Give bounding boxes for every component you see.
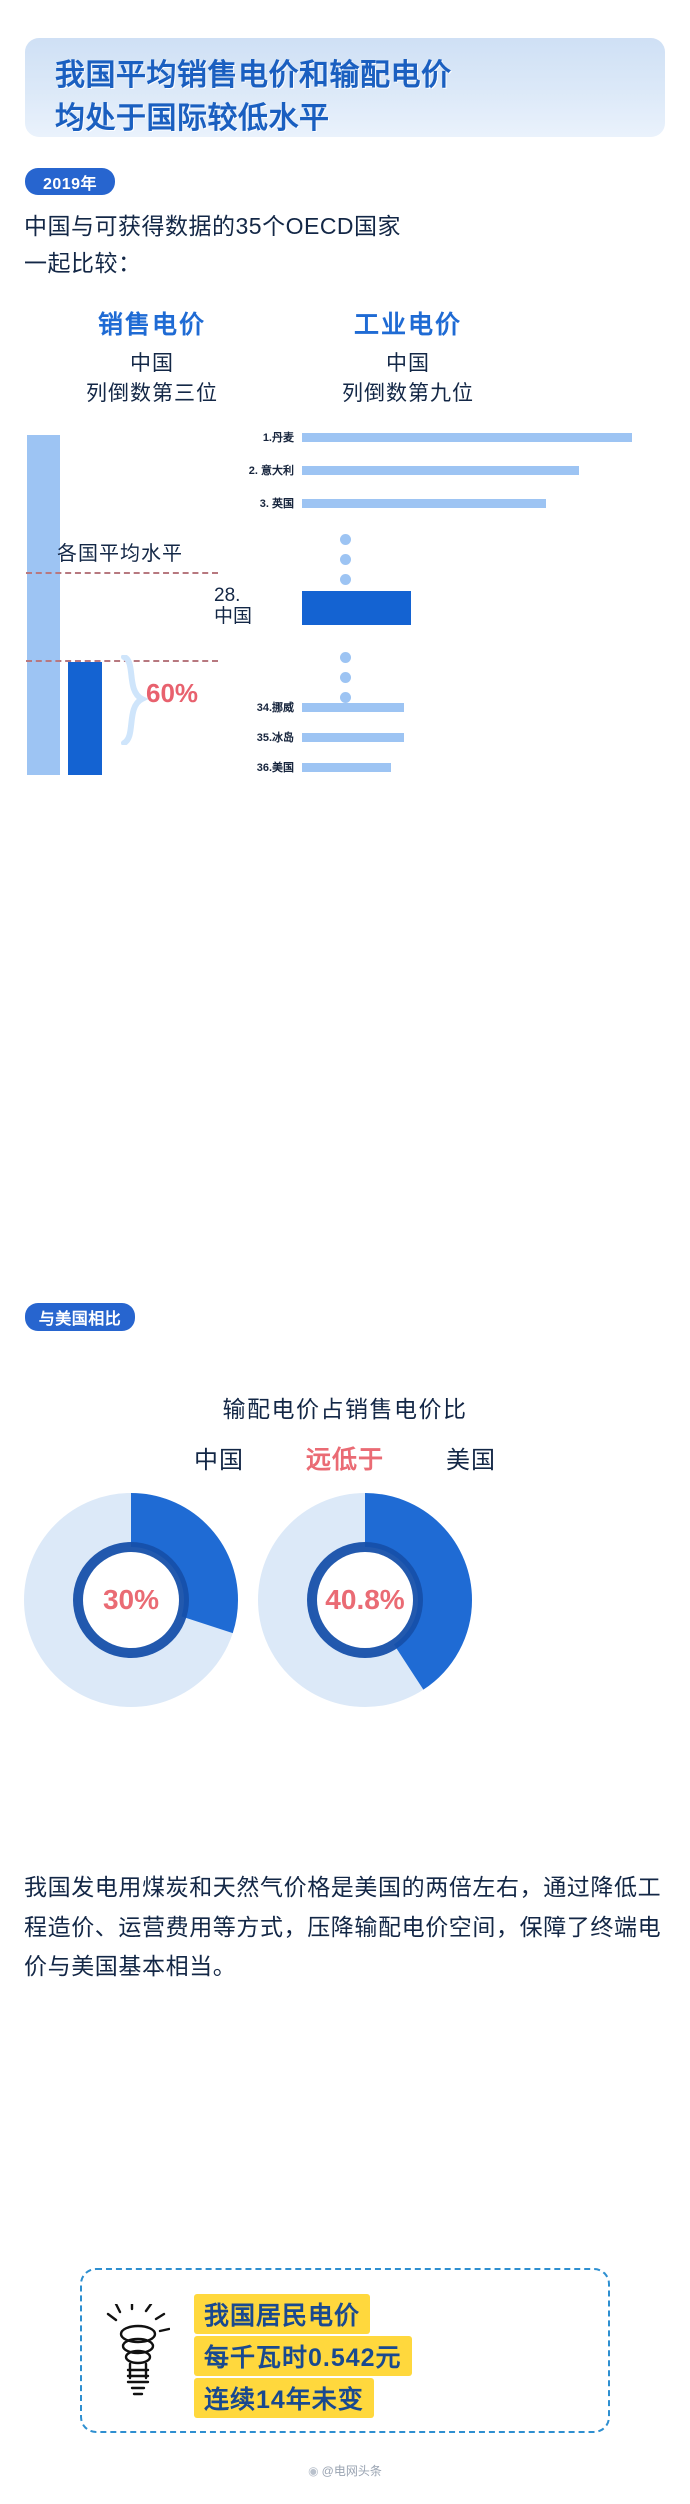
rank-label: 1.丹麦 bbox=[262, 432, 294, 444]
rank-row-china: 28. 中国 bbox=[210, 585, 411, 626]
ellipsis-dot-icon bbox=[340, 692, 351, 703]
donut-label-usa: 美国 bbox=[446, 1447, 496, 1474]
footer-watermark: ◉ @电网头条 bbox=[0, 2462, 690, 2479]
right-column-header: 工业电价 中国 列倒数第九位 bbox=[278, 305, 538, 409]
intro-line1: 中国与可获得数据的35个OECD国家 bbox=[24, 213, 402, 239]
donut-section-labels: 中国 远低于 美国 bbox=[0, 1440, 690, 1476]
donut-section-title: 输配电价占销售电价比 bbox=[222, 1396, 468, 1422]
compare-badge: 与美国相比 bbox=[25, 1303, 135, 1331]
callout-box: 我国居民电价 每千瓦时0.542元 连续14年未变 bbox=[80, 2268, 610, 2433]
left-column-sub-line2: 列倒数第三位 bbox=[86, 381, 218, 405]
bar-world-average bbox=[27, 435, 60, 775]
rank-row: 3. 英国 bbox=[210, 496, 546, 510]
bar-china bbox=[68, 662, 102, 775]
left-column-subtitle: 中国 列倒数第三位 bbox=[22, 349, 282, 409]
rank-bar bbox=[302, 591, 411, 625]
body-paragraph: 我国发电用煤炭和天然气价格是美国的两倍左右，通过降低工程造价、运营费用等方式，压… bbox=[24, 1874, 662, 1980]
average-level-dashed-line bbox=[26, 572, 218, 574]
ellipsis-dot-icon bbox=[340, 672, 351, 683]
weibo-icon: ◉ bbox=[308, 2464, 319, 2478]
right-column-title: 工业电价 bbox=[353, 311, 462, 339]
rank-bar bbox=[302, 432, 632, 442]
right-column-subtitle: 中国 列倒数第九位 bbox=[278, 349, 538, 409]
left-column-header: 销售电价 中国 列倒数第三位 bbox=[22, 305, 282, 409]
watermark-text: @电网头条 bbox=[321, 2464, 382, 2478]
right-column-sub-line1: 中国 bbox=[386, 352, 430, 375]
rank-label: 3. 英国 bbox=[259, 498, 294, 510]
rank-label-number: 28. bbox=[214, 585, 241, 606]
average-level-label: 各国平均水平 bbox=[57, 543, 183, 565]
rank-label-country: 中国 bbox=[214, 605, 253, 627]
rank-row: 1.丹麦 bbox=[210, 430, 632, 444]
donut-usa-value: 40.8% bbox=[317, 1552, 413, 1648]
callout-line-1: 我国居民电价 bbox=[194, 2294, 371, 2334]
donut-label-china: 中国 bbox=[193, 1447, 244, 1474]
donut-china-value: 30% bbox=[83, 1552, 179, 1648]
gap-percentage-label: 60% bbox=[146, 678, 199, 708]
rank-bar bbox=[302, 762, 391, 772]
callout-line-3: 连续14年未变 bbox=[194, 2378, 374, 2418]
page-title-line2: 均处于国际较低水平 bbox=[55, 101, 330, 135]
ellipsis-dot-icon bbox=[340, 554, 351, 565]
intro-line2: 一起比较： bbox=[24, 250, 142, 277]
hero-banner bbox=[25, 38, 665, 137]
donut-label-comparison: 远低于 bbox=[305, 1446, 384, 1474]
rank-label: 36.美国 bbox=[256, 762, 294, 774]
lightbulb-icon bbox=[106, 2304, 170, 2396]
rank-row: 34.挪威 bbox=[210, 700, 404, 714]
sales-price-bar-chart: 各国平均水平 60% bbox=[0, 415, 250, 775]
rank-row: 35.冰岛 bbox=[210, 730, 404, 744]
rank-bar bbox=[302, 498, 546, 508]
rank-bar bbox=[302, 702, 404, 712]
ellipsis-dot-icon bbox=[340, 652, 351, 663]
donut-usa-svg bbox=[258, 1493, 472, 1707]
donut-china-svg bbox=[24, 1493, 238, 1707]
page-title: 我国平均销售电价和输配电价 均处于国际较低水平 bbox=[55, 55, 655, 140]
gap-brace-icon bbox=[121, 655, 148, 745]
rank-row: 2. 意大利 bbox=[210, 463, 579, 477]
donut-chart-china: 30% bbox=[24, 1493, 238, 1707]
intro-paragraph: 中国与可获得数据的35个OECD国家 一起比较： bbox=[24, 208, 672, 283]
rank-bar bbox=[302, 732, 404, 742]
ellipsis-dot-icon bbox=[340, 574, 351, 585]
rank-label: 28. 中国 bbox=[214, 585, 270, 627]
ellipsis-dot-icon bbox=[340, 534, 351, 545]
left-column-sub-line1: 中国 bbox=[130, 352, 174, 375]
callout-line-2: 每千瓦时0.542元 bbox=[194, 2336, 412, 2376]
right-column-sub-line2: 列倒数第九位 bbox=[342, 381, 474, 405]
rank-label: 34.挪威 bbox=[256, 702, 294, 714]
rank-row: 36.美国 bbox=[210, 760, 391, 774]
left-column-title: 销售电价 bbox=[97, 311, 206, 339]
industrial-price-rank-chart: 1.丹麦 2. 意大利 3. 英国 28. 中国 34.挪威 35.冰岛 36.美国 bbox=[210, 430, 690, 774]
year-badge: 2019年 bbox=[25, 168, 115, 195]
china-level-dashed-line bbox=[26, 660, 218, 662]
page-title-line1: 我国平均销售电价和输配电价 bbox=[55, 59, 452, 92]
rank-label: 35.冰岛 bbox=[256, 732, 294, 744]
donut-chart-usa: 40.8% bbox=[258, 1493, 472, 1707]
rank-label: 2. 意大利 bbox=[248, 465, 294, 477]
rank-bar bbox=[302, 465, 579, 475]
